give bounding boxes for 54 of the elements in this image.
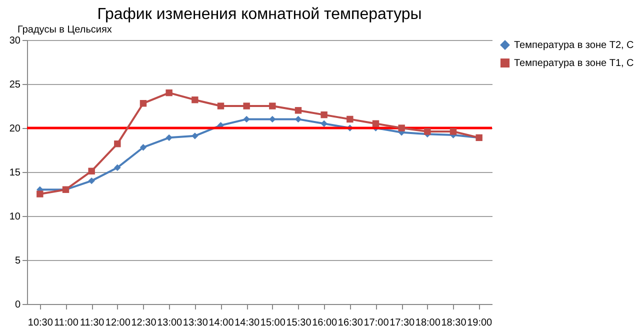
point bbox=[114, 140, 121, 148]
x-tick-label: 17:30 bbox=[390, 318, 416, 326]
x-tick-label: 11:00 bbox=[54, 318, 79, 326]
point bbox=[294, 116, 302, 123]
point bbox=[217, 102, 224, 110]
point bbox=[269, 102, 276, 110]
x-tick-label: 19:00 bbox=[467, 318, 493, 326]
x-tick-label: 12:30 bbox=[131, 318, 157, 326]
x-tick-label: 11:30 bbox=[80, 318, 105, 326]
y-axis-title: Градусы в Цельсиях bbox=[18, 24, 112, 36]
point bbox=[320, 111, 328, 118]
y-tick-label: 0 bbox=[14, 300, 21, 310]
point bbox=[243, 102, 250, 110]
legend-label: Температура в зоне Т2, С bbox=[514, 40, 634, 51]
point bbox=[192, 96, 198, 104]
point bbox=[88, 177, 95, 184]
point bbox=[166, 134, 172, 142]
x-tick-label: 14:30 bbox=[234, 318, 260, 326]
point bbox=[294, 107, 302, 114]
point bbox=[269, 116, 276, 123]
x-tick-label: 14:00 bbox=[208, 318, 234, 326]
point bbox=[424, 128, 431, 135]
point bbox=[398, 124, 405, 132]
point bbox=[140, 144, 147, 151]
y-tick-label: 10 bbox=[9, 212, 21, 222]
chart-title: График изменения комнатной температуры bbox=[97, 6, 422, 23]
point bbox=[243, 116, 250, 123]
x-tick-label: 13:00 bbox=[157, 318, 183, 326]
y-tick-label: 5 bbox=[14, 256, 21, 266]
x-tick-label: 17:00 bbox=[364, 318, 390, 326]
point bbox=[192, 132, 198, 140]
point bbox=[372, 120, 380, 127]
y-tick-label: 15 bbox=[9, 168, 21, 178]
x-tick-label: 16:00 bbox=[312, 318, 338, 326]
x-tick-label: 15:30 bbox=[286, 318, 312, 326]
x-tick-label: 15:00 bbox=[260, 318, 286, 326]
point bbox=[320, 120, 328, 127]
x-tick-label: 12:00 bbox=[105, 318, 131, 326]
y-tick-label: 30 bbox=[9, 36, 21, 46]
x-tick-label: 18:30 bbox=[441, 318, 467, 326]
legend-label: Температура в зоне Т1, С bbox=[514, 58, 634, 69]
point bbox=[450, 128, 457, 135]
point bbox=[88, 168, 95, 174]
point bbox=[140, 100, 147, 107]
point bbox=[36, 190, 44, 198]
x-tick-label: 13:30 bbox=[182, 318, 208, 326]
y-tick-label: 25 bbox=[9, 80, 21, 90]
x-tick-label: 18:00 bbox=[415, 318, 441, 326]
x-tick-label: 10:30 bbox=[28, 318, 54, 326]
point bbox=[346, 116, 354, 123]
y-tick-label: 20 bbox=[9, 124, 21, 134]
point bbox=[166, 89, 172, 96]
x-tick-label: 16:30 bbox=[338, 318, 364, 326]
point bbox=[114, 164, 121, 171]
